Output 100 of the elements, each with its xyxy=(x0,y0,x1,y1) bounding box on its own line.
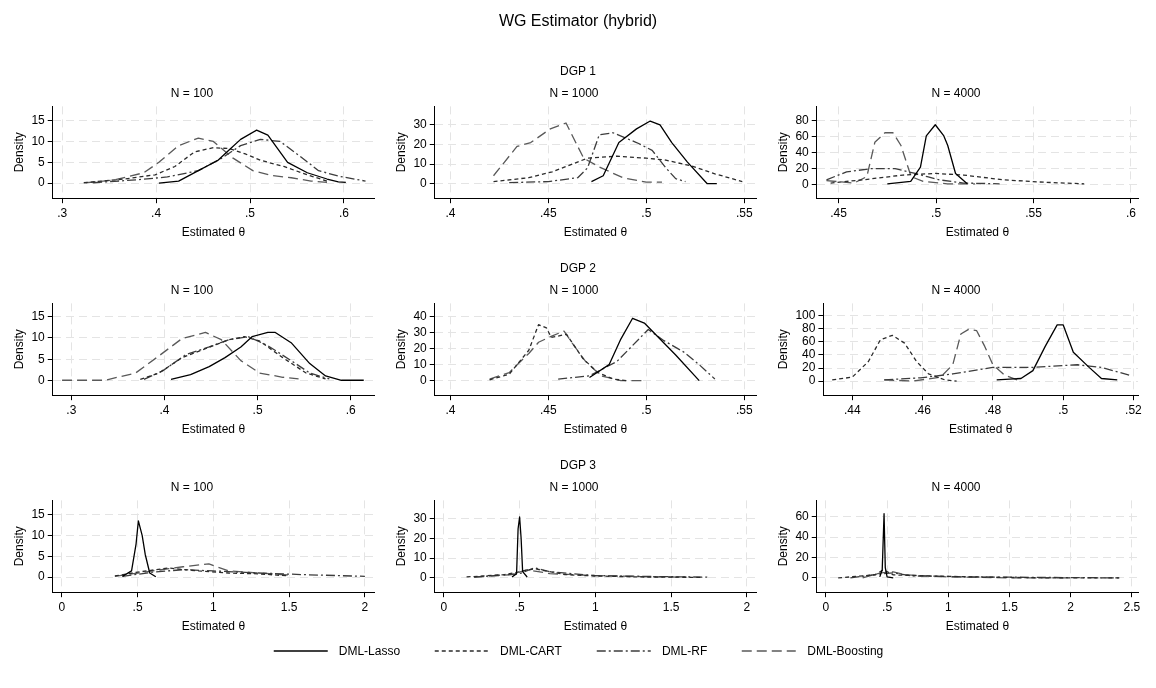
x-tick-label: 1.5 xyxy=(1001,599,1019,614)
chart-subtitle: DGP 1 xyxy=(560,64,596,78)
x-tick-label: .4 xyxy=(445,205,456,220)
x-tick-label: 2.5 xyxy=(1123,599,1141,614)
y-tick-label: 40 xyxy=(795,145,810,160)
y-tick-label: 5 xyxy=(38,351,46,366)
y-tick-label: 100 xyxy=(795,307,816,322)
y-tick-label: 80 xyxy=(795,113,810,128)
y-tick-label: 60 xyxy=(802,334,816,349)
legend-label: DML-Lasso xyxy=(338,644,401,658)
x-tick-label: .5 xyxy=(641,402,652,417)
x-tick-label: .55 xyxy=(735,402,753,417)
y-axis-title: Density xyxy=(393,526,408,567)
y-tick-label: 0 xyxy=(38,175,46,190)
y-tick-label: 10 xyxy=(413,356,428,371)
chart-title: N = 1000 xyxy=(549,479,599,494)
x-tick-label: 0 xyxy=(822,599,830,614)
y-axis-title: Density xyxy=(775,132,790,173)
x-tick-label: .48 xyxy=(984,402,1002,417)
x-tick-label: .45 xyxy=(830,205,848,220)
x-tick-label: .5 xyxy=(514,599,525,614)
legend-label: DML-RF xyxy=(661,644,708,658)
x-tick-label: .55 xyxy=(735,205,753,220)
y-tick-label: 0 xyxy=(420,569,428,584)
x-tick-label: 1.5 xyxy=(280,599,298,614)
y-tick-label: 0 xyxy=(420,175,428,190)
x-axis-title: Estimated θ xyxy=(563,619,628,634)
y-tick-label: 10 xyxy=(413,156,428,171)
y-tick-label: 20 xyxy=(413,136,428,151)
x-axis-title: Estimated θ xyxy=(181,422,246,437)
y-axis-title: Density xyxy=(393,132,408,173)
y-axis-title: Density xyxy=(11,329,26,370)
x-tick-label: .5 xyxy=(641,205,652,220)
x-tick-label: 1 xyxy=(592,599,600,614)
y-tick-label: 15 xyxy=(31,506,46,521)
x-axis-title: Estimated θ xyxy=(945,225,1010,240)
y-tick-label: 20 xyxy=(413,340,428,355)
chart-title: N = 100 xyxy=(170,479,214,494)
chart-subtitle: DGP 3 xyxy=(560,458,596,472)
chart-title: N = 1000 xyxy=(549,85,599,100)
chart-title: N = 4000 xyxy=(931,479,981,494)
y-tick-label: 40 xyxy=(802,347,816,362)
x-tick-label: 1 xyxy=(944,599,952,614)
y-tick-label: 30 xyxy=(413,324,428,339)
x-tick-label: .5 xyxy=(882,599,893,614)
x-tick-label: .6 xyxy=(345,402,357,417)
x-tick-label: .45 xyxy=(540,205,558,220)
x-tick-label: .6 xyxy=(338,205,350,220)
x-tick-label: 0 xyxy=(58,599,66,614)
chart-title: N = 1000 xyxy=(549,282,599,297)
legend-label: DML-Boosting xyxy=(807,644,884,658)
x-tick-label: .3 xyxy=(57,205,68,220)
x-tick-label: .46 xyxy=(914,402,932,417)
y-tick-label: 15 xyxy=(31,308,46,323)
x-tick-label: .45 xyxy=(540,402,558,417)
y-tick-label: 0 xyxy=(38,373,46,387)
y-tick-label: 15 xyxy=(31,112,46,127)
x-tick-label: .5 xyxy=(931,205,942,220)
y-tick-label: 60 xyxy=(795,509,810,524)
x-tick-label: 2 xyxy=(361,599,369,614)
x-tick-label: .5 xyxy=(245,205,256,220)
x-tick-label: .44 xyxy=(843,402,861,417)
y-axis-title: Density xyxy=(775,526,790,567)
x-tick-label: .5 xyxy=(252,402,263,417)
chart-title: N = 4000 xyxy=(931,85,981,100)
y-tick-label: 60 xyxy=(795,129,810,144)
y-tick-label: 10 xyxy=(31,527,46,542)
x-axis-title: Estimated θ xyxy=(945,619,1010,634)
y-tick-label: 20 xyxy=(413,530,428,545)
y-tick-label: 30 xyxy=(413,511,428,526)
y-tick-label: 40 xyxy=(413,308,428,323)
x-axis-title: Estimated θ xyxy=(563,422,628,437)
chart-title: N = 100 xyxy=(170,85,214,100)
x-tick-label: .6 xyxy=(1125,205,1137,220)
x-tick-label: .4 xyxy=(445,402,456,417)
y-tick-label: 20 xyxy=(802,360,816,375)
x-axis-title: Estimated θ xyxy=(181,619,246,634)
x-tick-label: 0 xyxy=(440,599,448,614)
y-tick-label: 0 xyxy=(420,372,428,387)
x-tick-label: 1.5 xyxy=(662,599,680,614)
x-axis-title: Estimated θ xyxy=(949,422,1013,437)
y-axis-title: Density xyxy=(775,329,790,370)
x-tick-label: .4 xyxy=(151,205,162,220)
x-tick-label: 1 xyxy=(210,599,218,614)
y-axis-title: Density xyxy=(11,132,26,173)
y-tick-label: 10 xyxy=(31,330,46,345)
y-tick-label: 0 xyxy=(802,176,810,191)
chart-subtitle: DGP 2 xyxy=(560,261,596,275)
y-tick-label: 10 xyxy=(31,133,46,148)
x-axis-title: Estimated θ xyxy=(181,225,246,240)
x-tick-label: .5 xyxy=(132,599,143,614)
y-axis-title: Density xyxy=(11,526,26,567)
x-tick-label: .55 xyxy=(1025,205,1043,220)
y-tick-label: 30 xyxy=(413,117,428,132)
y-tick-label: 5 xyxy=(38,548,46,563)
y-tick-label: 0 xyxy=(38,569,46,584)
y-tick-label: 10 xyxy=(413,550,428,565)
x-axis-title: Estimated θ xyxy=(563,225,628,240)
y-axis-title: Density xyxy=(393,329,408,370)
x-tick-label: 2 xyxy=(1067,599,1075,614)
